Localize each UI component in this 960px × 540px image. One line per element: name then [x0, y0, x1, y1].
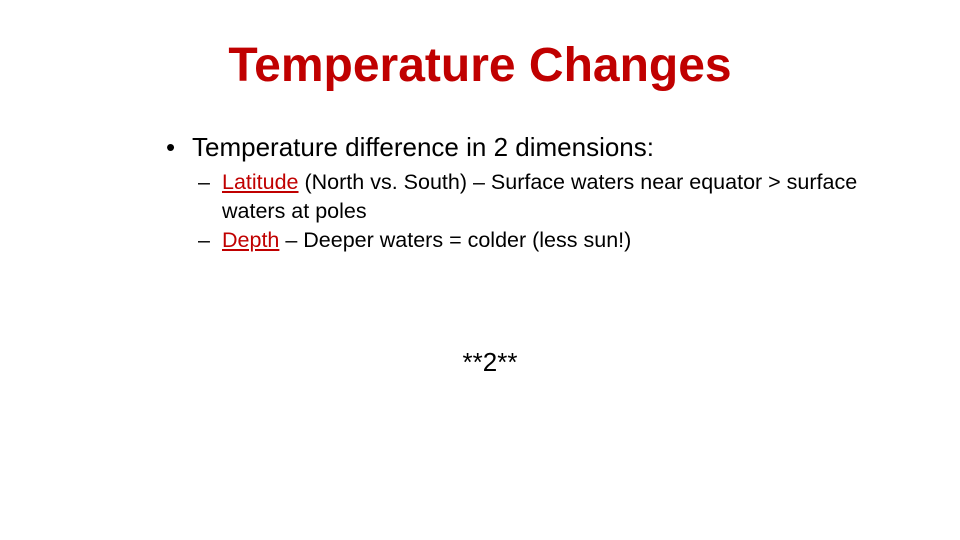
sub-bullet-depth: – Depth – Deeper waters = colder (less s… [160, 226, 880, 255]
latitude-text: (North vs. South) – Surface waters near … [222, 170, 858, 223]
bullet-item: • Temperature difference in 2 dimensions… [160, 128, 880, 166]
dash-icon: – [198, 228, 210, 252]
sub-bullet-latitude: – Latitude (North vs. South) – Surface w… [160, 168, 880, 226]
center-note: **2** [462, 347, 518, 377]
depth-term: Depth [222, 228, 280, 252]
bullet-dot-icon: • [166, 132, 176, 162]
dash-icon: – [198, 170, 210, 194]
bullet-text: Temperature difference in 2 dimensions: [192, 132, 654, 162]
slide-title: Temperature Changes [228, 39, 732, 92]
slide-body: • Temperature difference in 2 dimensions… [160, 128, 880, 255]
depth-text: – Deeper waters = colder (less sun!) [279, 228, 632, 252]
latitude-term: Latitude [222, 170, 299, 194]
